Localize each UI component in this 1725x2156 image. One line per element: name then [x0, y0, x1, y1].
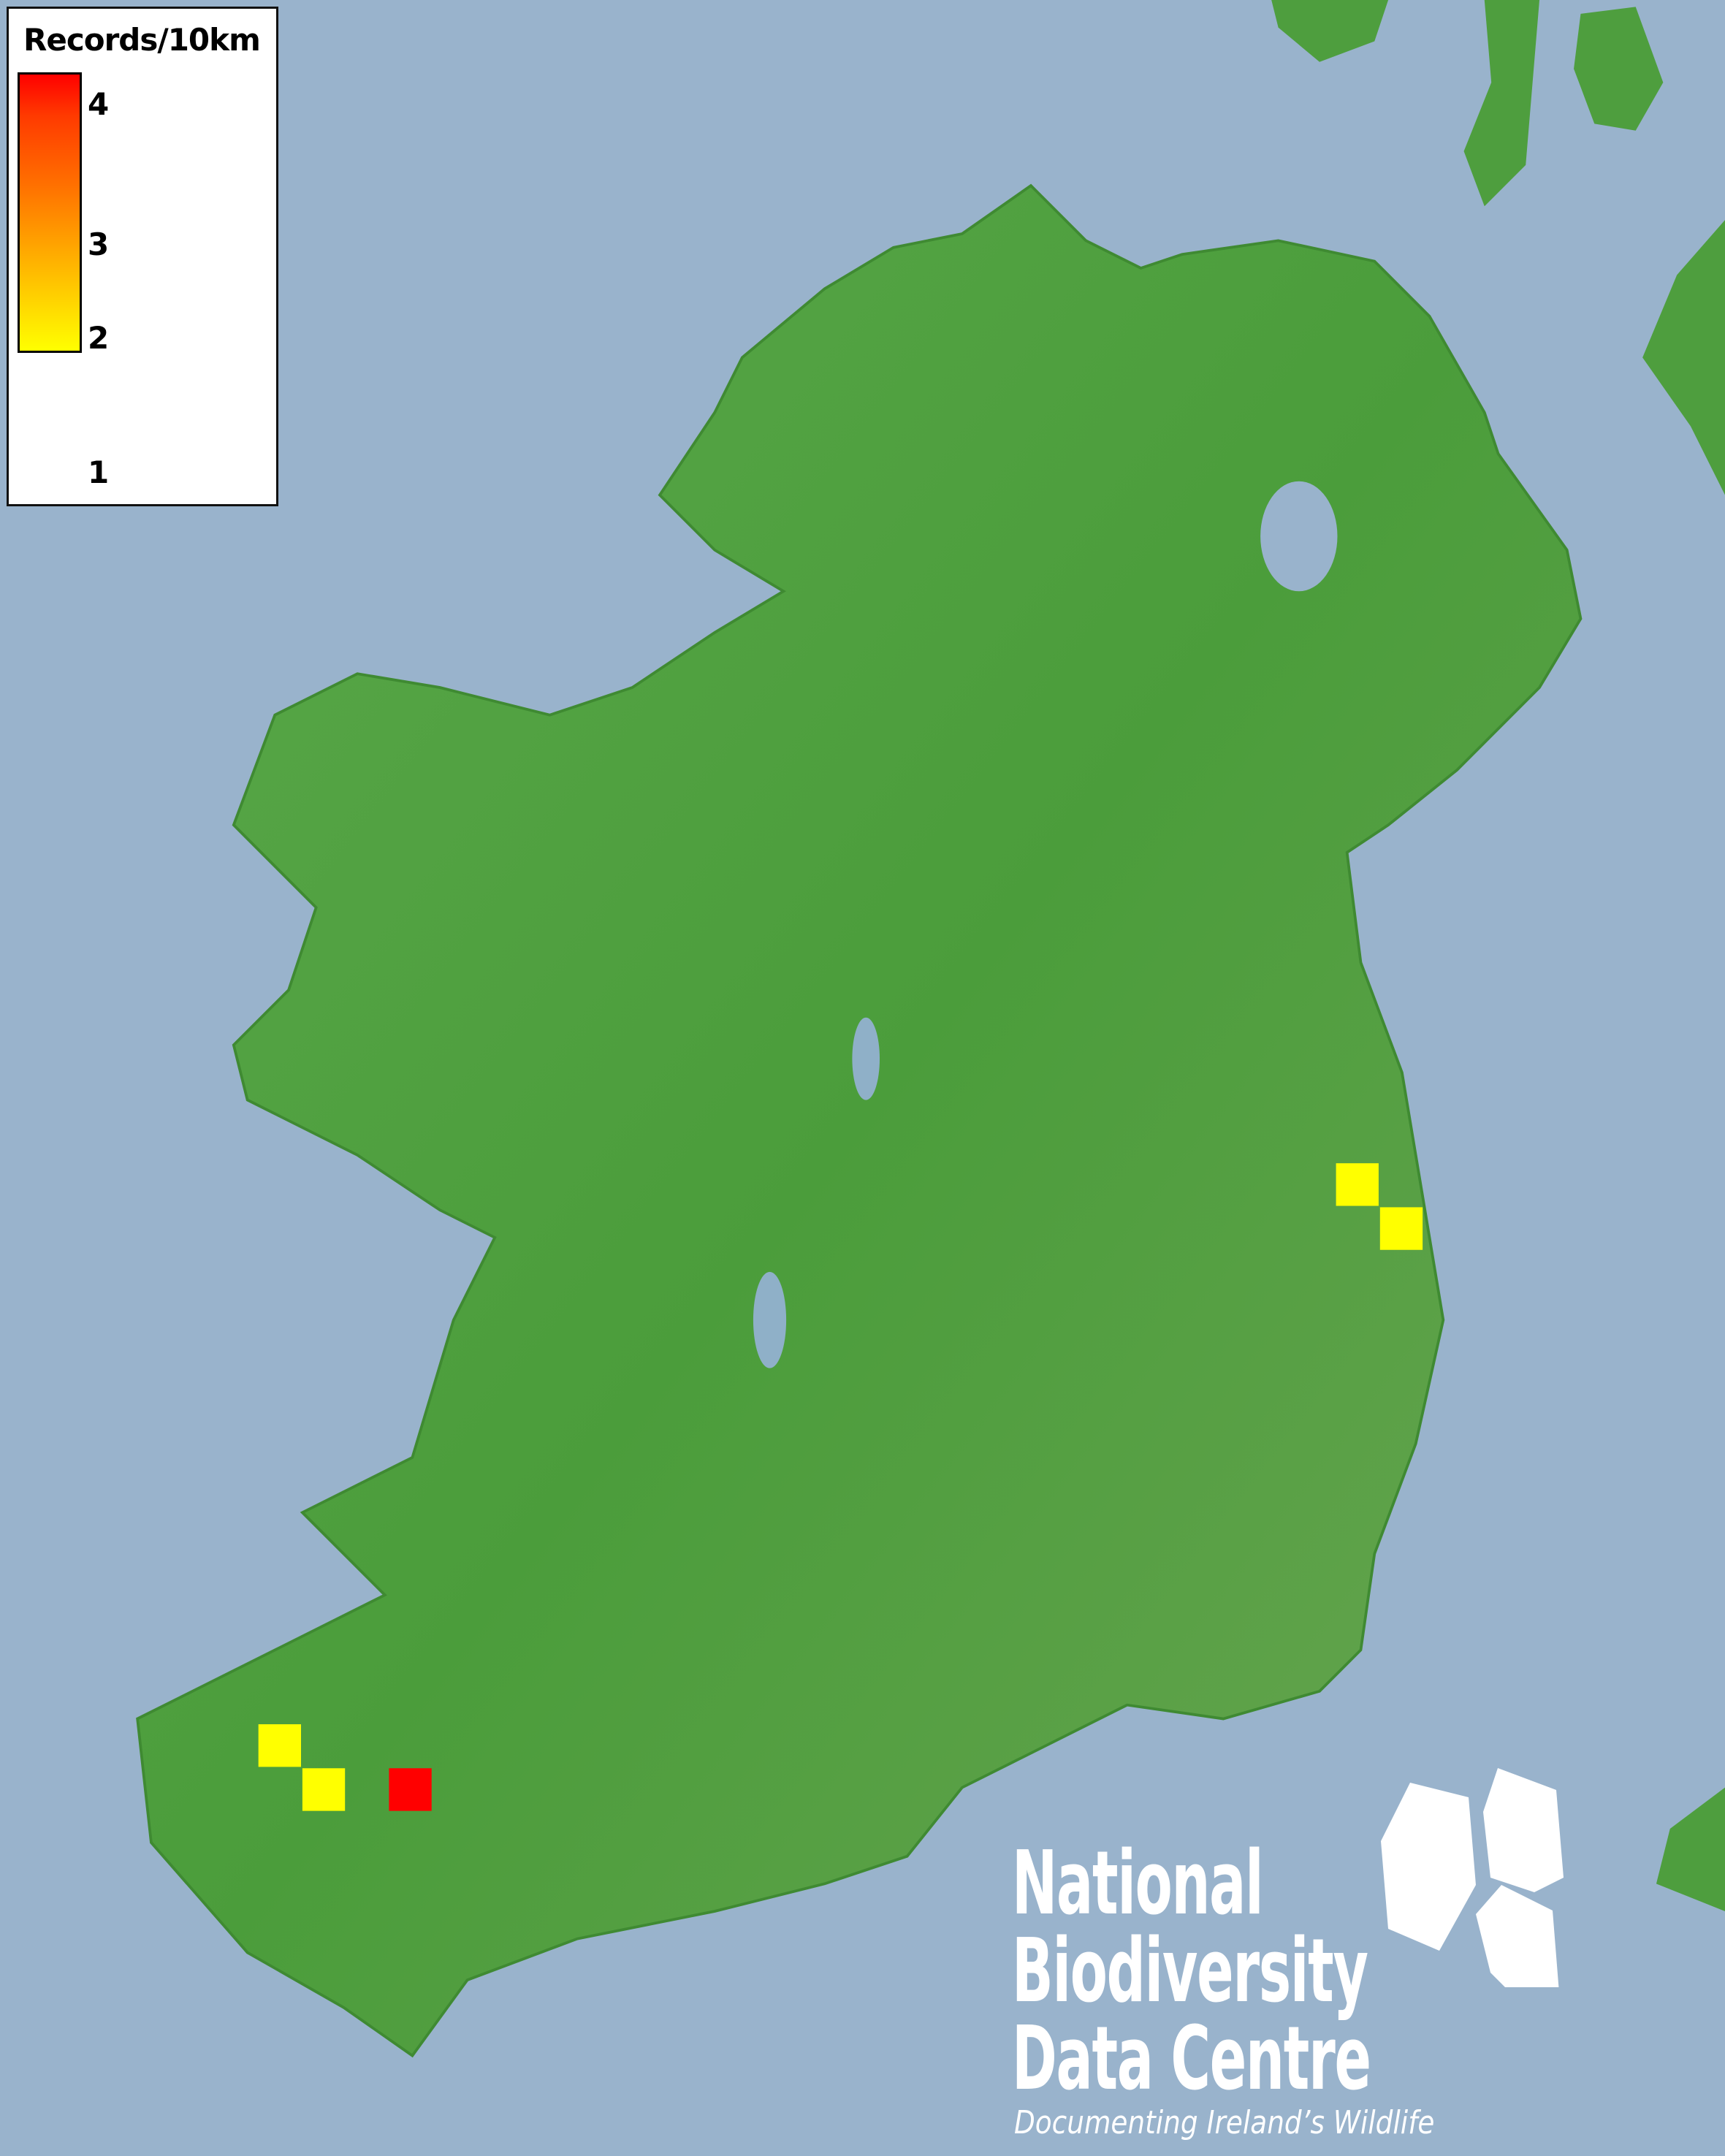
legend-title: Records/10km [23, 22, 261, 58]
logo-line-1: National [1012, 1833, 1264, 1935]
legend-tick-3: 3 [88, 226, 110, 262]
record-squares [258, 1163, 1423, 1811]
lough-ree [852, 1017, 880, 1100]
legend-tick-4: 4 [88, 86, 110, 122]
record-square-kerry-3 [389, 1768, 432, 1811]
legend: Records/10km 4 3 2 1 [7, 7, 278, 506]
ireland-land [136, 183, 1583, 2058]
record-square-east-coast-1 [1336, 1163, 1379, 1206]
logo-line-2: Biodiversity [1012, 1921, 1368, 2022]
lough-derg [753, 1271, 787, 1368]
scotland-land [1271, 0, 1725, 1912]
record-square-east-coast-2 [1379, 1207, 1423, 1250]
legend-tick-1: 1 [88, 454, 110, 490]
legend-colorbar [18, 72, 82, 353]
logo-tagline: Documenting Ireland’s Wildlife [1014, 2104, 1435, 2141]
logo-hexagons-icon [1381, 1768, 1564, 1987]
record-square-kerry-2 [302, 1768, 346, 1811]
lough-neagh [1260, 481, 1338, 592]
record-square-kerry-1 [258, 1724, 301, 1767]
legend-tick-2: 2 [88, 320, 110, 356]
logo-line-3: Data Centre [1012, 2008, 1371, 2110]
